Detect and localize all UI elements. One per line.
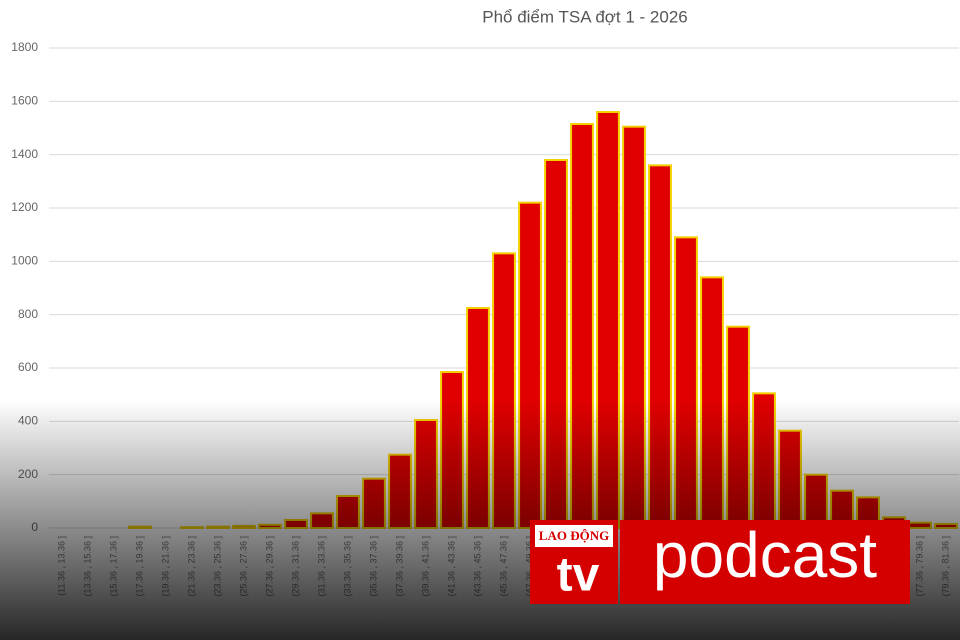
y-tick-label: 1800 bbox=[11, 40, 38, 54]
y-tick-label: 1400 bbox=[11, 147, 38, 161]
logo-brand: LAO ĐỘNG bbox=[539, 528, 609, 543]
podcast-box bbox=[620, 520, 910, 604]
logo-brand-box bbox=[535, 525, 613, 547]
logo-channel: tv bbox=[557, 549, 600, 602]
chart-title: Phổ điểm TSA đợt 1 - 2026 bbox=[482, 7, 688, 26]
y-tick-label: 1600 bbox=[11, 94, 38, 108]
y-tick-label: 600 bbox=[18, 360, 38, 374]
podcast-logo: LAO ĐỘNG tv podcast bbox=[530, 519, 910, 604]
y-tick-label: 1000 bbox=[11, 254, 38, 268]
y-tick-label: 800 bbox=[18, 307, 38, 321]
y-tick-label: 1200 bbox=[11, 200, 38, 214]
podcast-label: podcast bbox=[653, 519, 877, 591]
